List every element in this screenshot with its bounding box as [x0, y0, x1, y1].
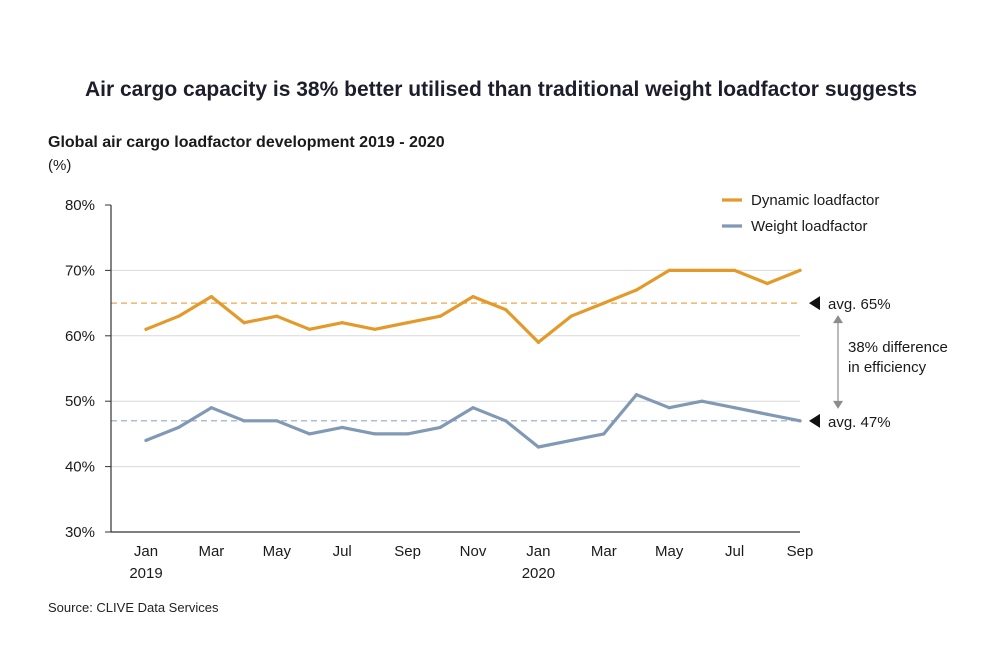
data-point [667, 268, 671, 272]
difference-note: 38% difference [848, 339, 948, 356]
data-point [242, 321, 246, 325]
average-marker [809, 296, 820, 311]
series-line-dynamic-loadfactor [144, 268, 802, 344]
difference-note: in efficiency [848, 359, 927, 376]
data-point [275, 314, 279, 318]
data-point [242, 419, 246, 423]
data-point [733, 406, 737, 410]
data-point [765, 412, 769, 416]
x-axis-ticks: Jan 2019 Mar May Jul Sep Nov Jan 2020 Mar May Jul Se… [129, 543, 813, 582]
data-point [307, 432, 312, 436]
legend: Dynamic loadfactor Weight loadfactor [722, 192, 879, 235]
difference-arrow-head-up [833, 315, 843, 324]
axes [110, 205, 800, 533]
x-tick-label: Jul [333, 543, 352, 560]
data-point [569, 314, 573, 318]
data-point [602, 301, 606, 305]
data-point [471, 294, 475, 299]
x-tick-label-year: 2019 [129, 565, 162, 582]
data-point [700, 399, 704, 403]
data-point [177, 314, 181, 318]
data-point [733, 268, 737, 272]
source-note: Source: CLIVE Data Services [48, 600, 219, 615]
y-tick-label: 30% [65, 524, 95, 541]
data-point [209, 294, 213, 299]
average-label: avg. 47% [828, 414, 891, 431]
data-point [438, 425, 442, 429]
data-point [307, 327, 312, 331]
data-point [667, 406, 671, 410]
data-point [373, 327, 377, 331]
x-tick-label: Jan [526, 543, 550, 560]
data-point [471, 406, 475, 410]
average-label: avg. 65% [828, 296, 891, 313]
data-point [536, 340, 541, 344]
data-point [144, 438, 148, 443]
data-point [569, 438, 573, 443]
data-point [144, 327, 148, 331]
y-axis-ticks: 30% 40% 50% 60% 70% 80% [65, 197, 111, 541]
data-point [209, 406, 213, 410]
average-marker [809, 413, 820, 428]
data-point [504, 308, 508, 312]
series-lines [144, 268, 802, 449]
data-point [177, 425, 181, 429]
y-tick-label: 80% [65, 197, 95, 214]
x-tick-label: Mar [591, 543, 617, 560]
data-point [634, 288, 639, 292]
difference-arrow-head-down [833, 400, 843, 409]
data-point [406, 432, 410, 436]
data-point [798, 419, 802, 423]
data-point [602, 432, 606, 436]
data-point [765, 281, 769, 286]
data-point [700, 268, 704, 272]
x-tick-label: May [263, 543, 292, 560]
data-point [275, 419, 279, 423]
x-tick-label: Sep [394, 543, 421, 560]
y-axis-unit: (%) [48, 157, 72, 174]
data-point [340, 321, 344, 325]
y-tick-label: 70% [65, 262, 95, 279]
x-tick-label: Sep [787, 543, 814, 560]
average-annotations: avg. 65% avg. 47% 38% difference in efficie… [809, 296, 948, 431]
y-tick-label: 50% [65, 393, 95, 410]
x-tick-label-year: 2020 [522, 565, 555, 582]
legend-label: Dynamic loadfactor [751, 192, 879, 209]
chart-title: Global air cargo loadfactor development … [48, 134, 445, 151]
legend-label: Weight loadfactor [751, 218, 867, 235]
y-tick-label: 40% [65, 459, 95, 476]
x-tick-label: Nov [460, 543, 487, 560]
x-tick-label: Jan [134, 543, 158, 560]
x-tick-label: May [655, 543, 684, 560]
data-point [438, 314, 442, 318]
x-tick-label: Jul [725, 543, 744, 560]
data-point [634, 393, 639, 397]
data-point [798, 268, 802, 272]
y-tick-label: 60% [65, 328, 95, 345]
data-point [406, 321, 410, 325]
data-point [373, 432, 377, 436]
data-point [536, 445, 541, 449]
x-tick-label: Mar [198, 543, 224, 560]
data-point [504, 419, 508, 423]
chart-headline: Air cargo capacity is 38% better utilise… [84, 78, 918, 101]
average-lines [111, 302, 800, 422]
data-point [340, 425, 344, 429]
